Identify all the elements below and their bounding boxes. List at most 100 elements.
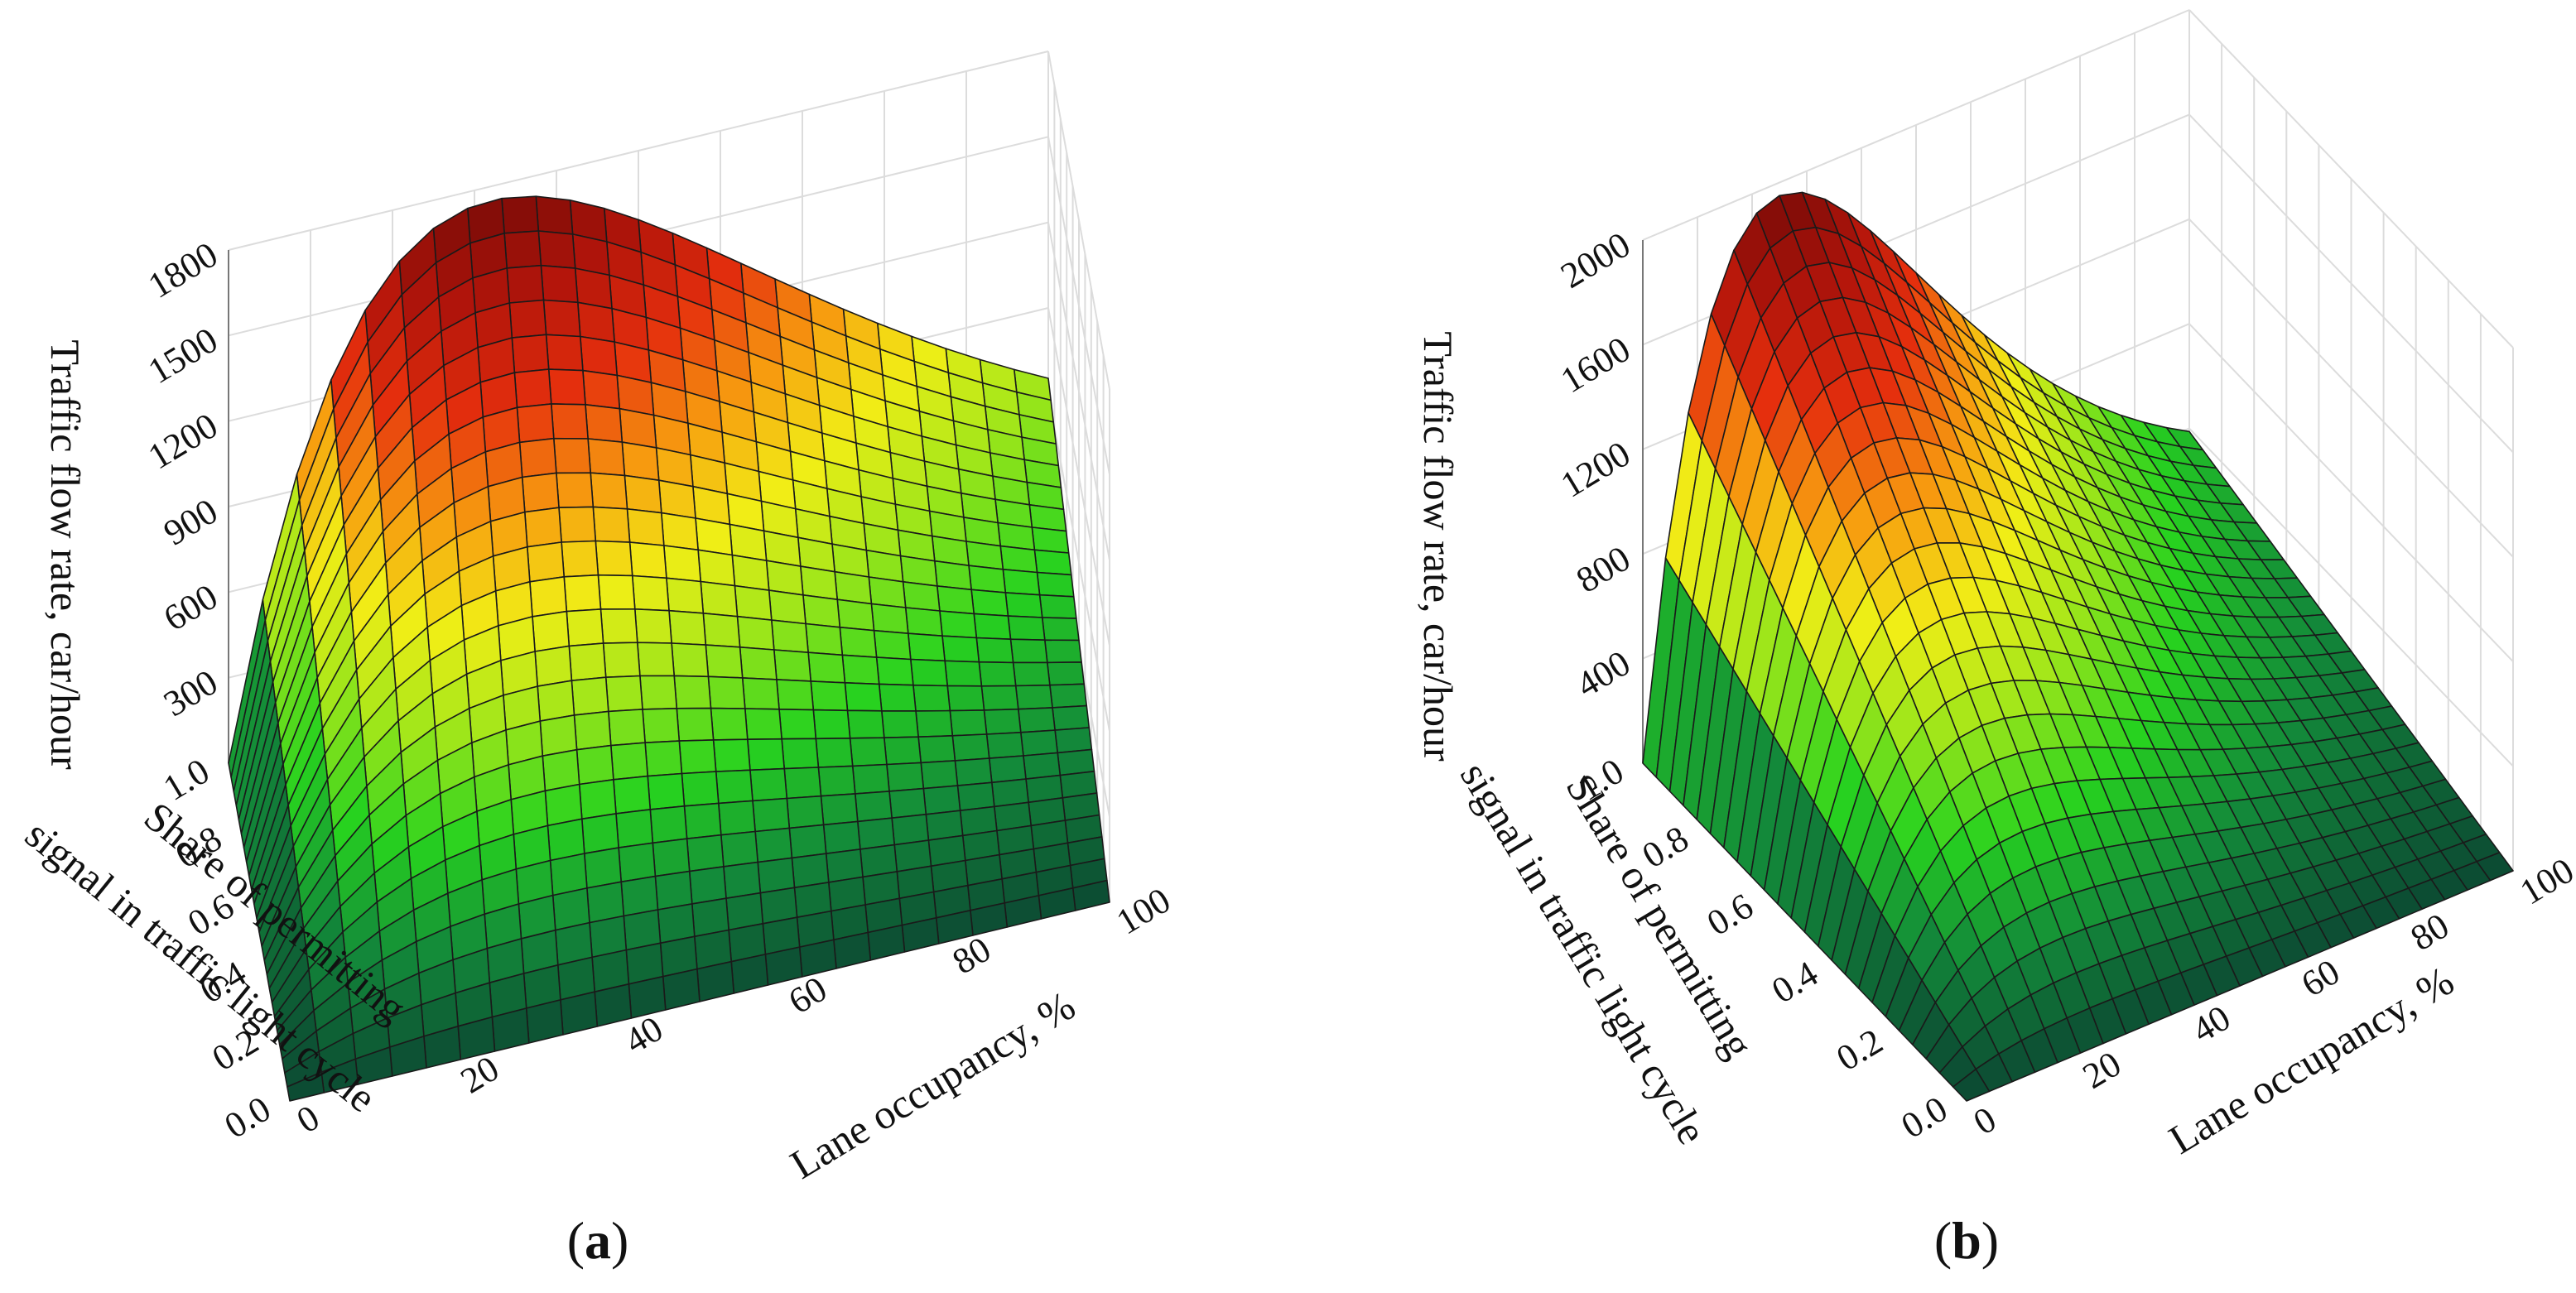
surface-cell [776, 679, 815, 711]
chart-a-surface [228, 195, 1110, 1102]
surface-cell [788, 824, 827, 859]
surface-cell [609, 742, 649, 781]
surface-cell [934, 560, 972, 591]
surface-cell [666, 577, 705, 614]
surface-cell [615, 809, 654, 848]
surface-cell [849, 737, 888, 767]
surface-cell [1018, 707, 1056, 733]
surface-cell [618, 842, 657, 883]
surface-cell [754, 827, 793, 863]
surface-cell [1023, 752, 1062, 780]
surface-cell [561, 540, 599, 578]
surface-cell [571, 676, 609, 716]
surface-cell [970, 589, 1009, 617]
surface-cell [503, 230, 542, 269]
surface-cell [1014, 684, 1053, 710]
surface-cell [765, 560, 804, 596]
surface-cell [710, 707, 749, 741]
surface-cell [812, 709, 851, 740]
surface-cell [501, 195, 540, 234]
surface-cell [506, 264, 545, 304]
surface-cell [1031, 526, 1070, 554]
surface-cell [807, 651, 846, 684]
surface-cell [815, 737, 854, 768]
surface-cell [636, 642, 676, 677]
panel-b-label-letter: b [1952, 1211, 1981, 1270]
surface-cell [834, 570, 873, 605]
surface-cell [556, 472, 595, 509]
surface-cell [922, 785, 961, 815]
surface-cell [1007, 615, 1046, 642]
surface-cell [607, 709, 646, 747]
surface-cell [525, 999, 564, 1044]
surface-cell [941, 635, 980, 663]
surface-cell [526, 541, 566, 583]
surface-cell [686, 834, 725, 872]
surface-cell [626, 507, 665, 546]
surface-cell [846, 709, 885, 739]
surface-cell [768, 589, 807, 625]
surface-cell [705, 644, 744, 679]
surface-cell [1054, 727, 1093, 754]
surface-cell [560, 991, 599, 1036]
surface-cell [1009, 638, 1048, 664]
surface-cell [884, 736, 922, 766]
surface-cell [592, 506, 631, 543]
surface-cell [668, 609, 707, 646]
chart-b-zlabel: Traffic flow rate, car/hour [1415, 331, 1461, 762]
surface-cell [1044, 639, 1082, 664]
surface-cell [683, 802, 722, 840]
panel-a-label-letter: a [585, 1211, 611, 1270]
surface-cell [956, 781, 995, 812]
surface-cell [676, 707, 715, 742]
chart-b: 0204060801000.00.20.40.60.81.04008001200… [1415, 9, 2576, 1270]
surface-cell [518, 437, 557, 478]
surface-cell [532, 610, 571, 652]
surface-cell [810, 680, 849, 712]
surface-cell [657, 479, 696, 519]
surface-cell [937, 585, 975, 615]
surface-cell [597, 574, 636, 610]
surface-cell [778, 708, 817, 740]
surface-cell [999, 545, 1038, 574]
surface-cell [875, 656, 914, 686]
surface-cell [781, 738, 820, 770]
panel-a-label-close: ) [611, 1211, 628, 1270]
surface-cell [633, 608, 672, 644]
surface-cell [739, 646, 778, 680]
surface-cell [1041, 617, 1080, 642]
surface-cell [700, 580, 739, 618]
surface-cell [534, 645, 573, 687]
chart-b-surface [1642, 191, 2514, 1102]
surface-cell [968, 565, 1007, 594]
surface-cell [508, 299, 547, 339]
surface-cell [535, 195, 574, 235]
surface-cell [671, 642, 710, 678]
surface-cell [688, 866, 727, 905]
surface-cell [1033, 549, 1072, 576]
chart-a-zlabel: Traffic flow rate, car/hour [42, 339, 89, 770]
surface-cell [550, 403, 589, 440]
surface-cell [566, 608, 604, 647]
surface-cell [681, 771, 720, 807]
surface-cell [599, 608, 638, 644]
surface-cell [1052, 704, 1091, 731]
surface-cell [888, 787, 927, 820]
surface-cell [946, 685, 985, 712]
surface-cell [595, 540, 633, 577]
surface-cell [920, 760, 959, 790]
surface-cell [851, 763, 890, 795]
surface-cell [902, 580, 941, 612]
surface-cell [628, 541, 667, 579]
surface-cell [639, 675, 678, 710]
surface-cell [878, 683, 917, 712]
surface-cell [649, 805, 688, 844]
surface-cell [1012, 661, 1051, 687]
surface-cell [631, 574, 670, 612]
surface-cell [654, 870, 693, 911]
surface-cell [575, 744, 614, 786]
surface-cell [910, 658, 948, 687]
surface-cell [582, 369, 621, 410]
surface-cell [585, 403, 624, 443]
